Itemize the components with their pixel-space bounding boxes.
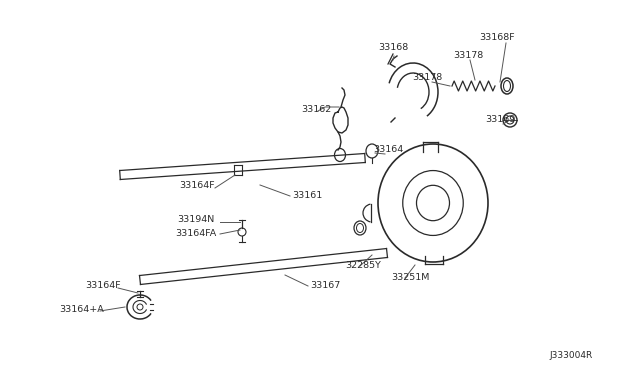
Text: 33167: 33167 — [310, 282, 340, 291]
Text: 33251M: 33251M — [391, 273, 429, 282]
Text: 33178: 33178 — [453, 51, 483, 60]
Text: 33161: 33161 — [292, 192, 322, 201]
Text: 33169: 33169 — [485, 115, 515, 125]
Text: 33164+A: 33164+A — [60, 305, 104, 314]
Text: 33168F: 33168F — [479, 33, 515, 42]
Text: J333004R: J333004R — [550, 351, 593, 360]
Text: 33164F: 33164F — [179, 182, 215, 190]
Text: 33162: 33162 — [301, 106, 331, 115]
Text: 33194N: 33194N — [177, 215, 214, 224]
Text: 33168: 33168 — [378, 44, 408, 52]
Text: 33164FA: 33164FA — [175, 228, 216, 237]
Text: 33164: 33164 — [373, 145, 403, 154]
Text: 33164F: 33164F — [85, 282, 121, 291]
Text: 33178: 33178 — [412, 74, 442, 83]
Text: 32285Y: 32285Y — [345, 260, 381, 269]
